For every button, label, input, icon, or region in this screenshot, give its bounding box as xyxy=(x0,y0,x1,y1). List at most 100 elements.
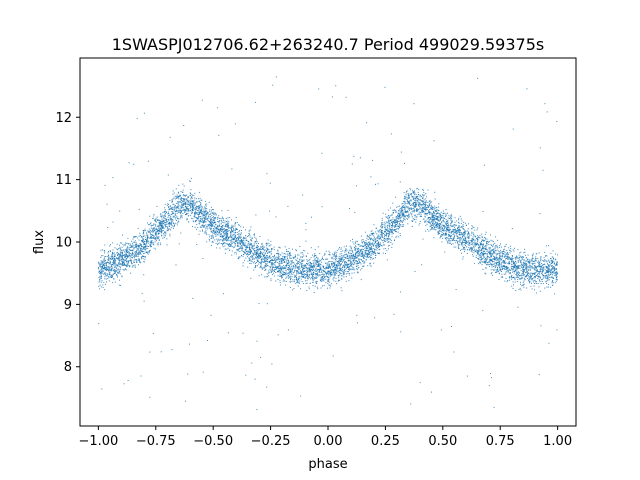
data-point xyxy=(365,244,367,246)
data-point xyxy=(421,204,423,206)
data-point xyxy=(340,269,342,271)
data-point xyxy=(500,276,502,278)
data-point xyxy=(442,216,444,218)
data-point xyxy=(342,256,343,258)
data-point xyxy=(127,264,129,266)
data-point xyxy=(163,237,165,239)
data-point xyxy=(222,222,224,224)
data-point xyxy=(207,224,209,226)
data-point xyxy=(315,282,317,284)
data-point xyxy=(418,199,419,201)
data-point xyxy=(374,249,375,251)
data-point xyxy=(227,217,229,219)
data-point xyxy=(298,282,300,284)
data-point xyxy=(483,248,485,250)
data-point xyxy=(424,204,425,206)
data-point xyxy=(499,264,501,266)
data-point xyxy=(200,211,202,213)
data-point xyxy=(325,262,327,264)
data-point xyxy=(556,273,558,275)
data-point xyxy=(486,259,488,261)
data-point xyxy=(258,255,260,257)
data-point xyxy=(442,220,444,222)
data-point xyxy=(419,208,421,210)
data-point xyxy=(247,243,249,245)
data-point xyxy=(287,253,289,255)
data-point xyxy=(255,241,257,243)
data-point xyxy=(147,230,149,232)
data-point xyxy=(160,220,162,222)
data-point xyxy=(264,252,266,254)
data-point xyxy=(439,223,441,225)
data-point xyxy=(222,218,224,220)
data-point xyxy=(446,220,448,222)
data-point xyxy=(134,257,136,259)
data-point xyxy=(128,251,130,253)
data-point xyxy=(416,202,418,204)
data-point xyxy=(557,254,559,256)
data-point xyxy=(538,272,540,274)
data-point xyxy=(522,271,524,273)
data-point xyxy=(269,182,271,184)
data-point xyxy=(113,260,115,262)
data-point xyxy=(199,221,201,223)
data-point xyxy=(225,232,227,233)
data-point xyxy=(366,243,368,245)
data-point xyxy=(359,255,361,257)
data-point xyxy=(511,276,512,277)
data-point xyxy=(376,240,378,242)
data-point xyxy=(383,244,385,246)
data-point xyxy=(448,230,450,231)
data-point xyxy=(412,201,414,203)
data-point xyxy=(220,233,222,235)
data-point xyxy=(396,225,398,227)
data-point xyxy=(323,280,325,282)
data-point xyxy=(514,257,516,259)
data-point xyxy=(505,254,507,256)
data-point xyxy=(169,208,171,210)
data-point xyxy=(520,262,522,264)
data-point xyxy=(147,252,149,254)
data-point xyxy=(300,270,302,272)
data-point xyxy=(313,292,315,293)
data-point xyxy=(134,240,136,242)
data-point xyxy=(136,260,138,262)
data-point xyxy=(243,254,245,256)
data-point xyxy=(217,228,219,230)
data-point xyxy=(373,245,374,247)
data-point xyxy=(386,216,388,218)
data-point xyxy=(183,125,185,126)
data-point xyxy=(524,264,526,266)
data-point xyxy=(225,226,227,228)
data-point xyxy=(151,230,153,232)
data-point xyxy=(529,281,531,283)
data-point xyxy=(167,204,169,205)
data-point xyxy=(518,266,520,268)
data-point xyxy=(441,226,443,228)
data-point xyxy=(395,219,397,221)
data-point xyxy=(535,283,537,284)
data-point xyxy=(173,227,174,229)
data-point xyxy=(338,261,339,263)
data-point xyxy=(400,207,402,209)
data-point xyxy=(177,222,179,224)
data-point xyxy=(463,235,465,237)
data-point xyxy=(321,274,323,275)
data-point xyxy=(487,254,489,256)
data-point xyxy=(516,255,517,257)
data-point xyxy=(513,267,515,269)
data-point xyxy=(334,269,336,271)
data-point xyxy=(245,229,246,231)
data-point xyxy=(272,266,274,268)
data-point xyxy=(442,234,444,236)
data-point xyxy=(269,251,271,253)
data-point xyxy=(315,255,317,257)
data-point xyxy=(279,267,281,269)
data-point xyxy=(240,232,242,234)
data-point xyxy=(209,227,211,229)
data-point xyxy=(479,234,481,236)
data-point xyxy=(350,240,352,242)
data-point xyxy=(198,217,200,219)
data-point xyxy=(422,188,424,190)
data-point xyxy=(425,221,427,223)
